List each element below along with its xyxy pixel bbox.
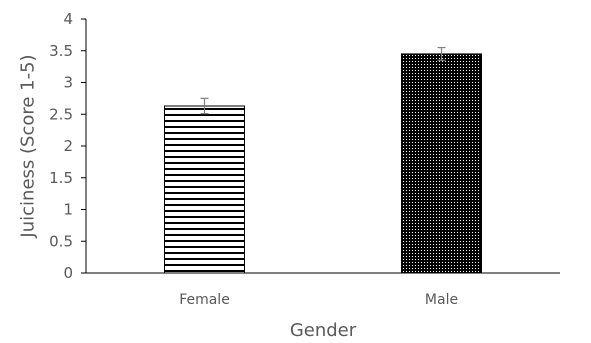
- error-bar-female: [200, 97, 209, 115]
- bars: [164, 53, 482, 274]
- x-category-label: Male: [425, 292, 458, 308]
- y-tick-label: 4: [63, 10, 73, 28]
- error-bars: [200, 46, 446, 115]
- y-tick-label: 1: [63, 201, 73, 219]
- error-bar-male: [437, 46, 446, 61]
- y-tick-label: 0.5: [49, 232, 73, 250]
- y-tick-label: 2.5: [49, 105, 73, 123]
- x-axis-category-labels: Female Male: [179, 292, 458, 308]
- y-tick-label: 0: [63, 264, 73, 282]
- y-tick-label: 3: [63, 74, 73, 92]
- y-tick-label: 3.5: [49, 42, 73, 60]
- y-tick-label: 1.5: [49, 169, 73, 187]
- y-axis-title: Juiciness (Score 1-5): [17, 54, 38, 238]
- x-axis-title: Gender: [290, 320, 357, 341]
- y-tick-label: 2: [63, 137, 73, 155]
- bar-male: [401, 53, 482, 274]
- bar-female: [164, 105, 245, 274]
- x-category-label: Female: [179, 292, 230, 308]
- y-axis-ticks: 0 0.5 1 1.5 2 2.5 3 3.5 4: [49, 10, 86, 282]
